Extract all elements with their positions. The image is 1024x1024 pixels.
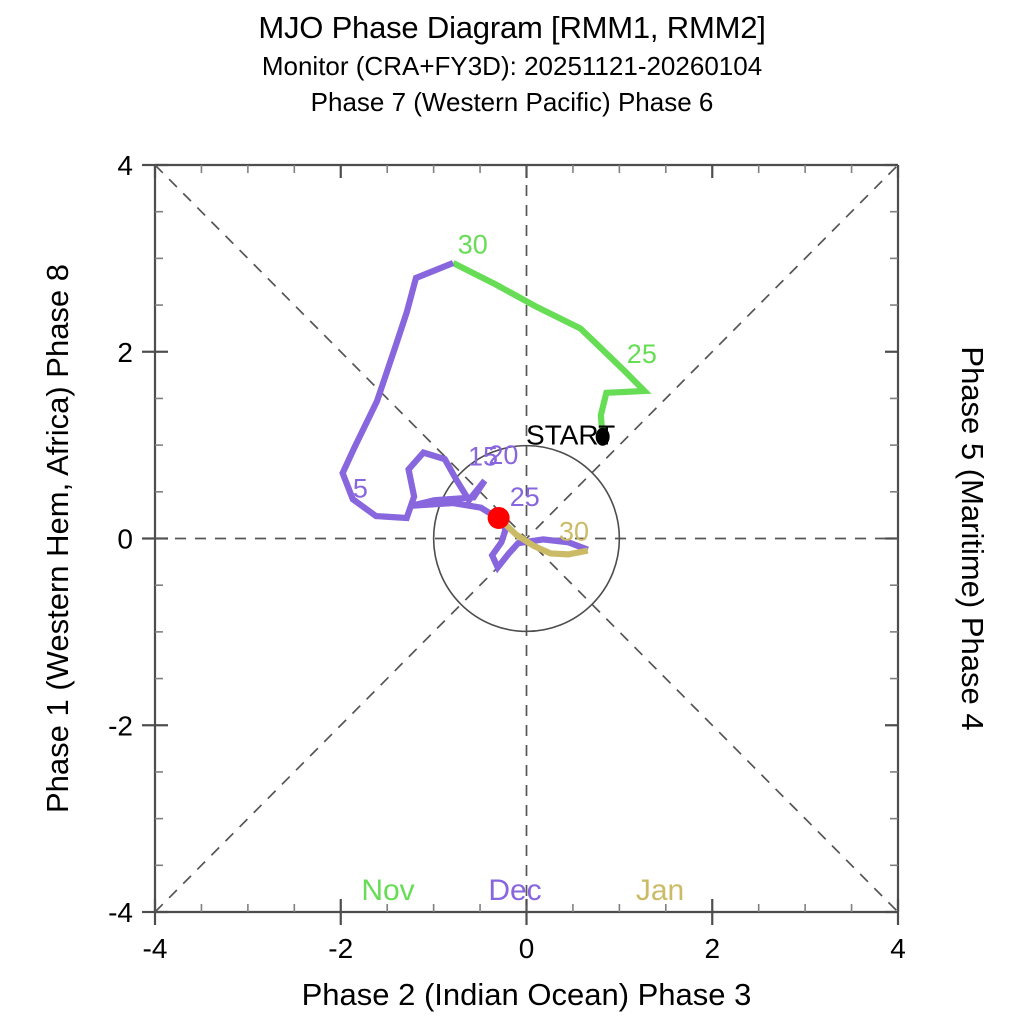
trajectory-jan bbox=[496, 515, 589, 558]
page-title: MJO Phase Diagram [RMM1, RMM2] bbox=[258, 10, 766, 45]
x-tick-label: -4 bbox=[143, 933, 168, 964]
unit-circle bbox=[432, 444, 621, 633]
day-label-30: 30 bbox=[559, 516, 589, 546]
y-tick-label: 2 bbox=[117, 337, 133, 368]
current-position-marker bbox=[487, 506, 510, 529]
subtitle-top-phase-label: Phase 7 (Western Pacific) Phase 6 bbox=[310, 87, 714, 117]
y-axis-title: Phase 1 (Western Hem, Africa) Phase 8 bbox=[40, 264, 75, 813]
subtitle-monitor: Monitor (CRA+FY3D): 20251121-20260104 bbox=[261, 51, 763, 81]
axis-title-layer: Phase 2 (Indian Ocean) Phase 3 Phase 1 (W… bbox=[40, 264, 990, 1012]
legend-label-jan: Jan bbox=[636, 874, 684, 907]
y-tick-label: 4 bbox=[117, 150, 133, 181]
trajectory-dec bbox=[339, 260, 589, 574]
y-tick-label: -4 bbox=[108, 897, 133, 928]
day-label-30: 30 bbox=[458, 230, 488, 260]
x-axis-title: Phase 2 (Indian Ocean) Phase 3 bbox=[302, 977, 752, 1012]
legend-label-nov: Nov bbox=[361, 874, 414, 907]
trajectory-layer bbox=[339, 260, 652, 574]
day-label-5: 5 bbox=[353, 473, 368, 503]
day-label-25: 25 bbox=[627, 339, 657, 369]
x-tick-label: 2 bbox=[704, 933, 720, 964]
legend-label-dec: Dec bbox=[488, 874, 541, 907]
x-tick-label: 4 bbox=[890, 933, 906, 964]
title-block: MJO Phase Diagram [RMM1, RMM2] Monitor (… bbox=[0, 8, 1024, 120]
y-tick-label: -2 bbox=[108, 710, 133, 741]
start-marker bbox=[595, 427, 610, 446]
day-label-25: 25 bbox=[510, 482, 540, 512]
marker-layer bbox=[487, 427, 610, 529]
right-axis-title: Phase 5 (Maritime) Phase 4 bbox=[955, 346, 990, 730]
day-label-15: 15 bbox=[468, 442, 498, 472]
legend-layer: Nov Dec Jan bbox=[361, 874, 684, 907]
y-tick-label: 0 bbox=[117, 524, 133, 555]
tick-label-layer: -4 -4 -2 -2 0 0 2 2 4 4 bbox=[108, 150, 906, 964]
x-tick-label: 0 bbox=[519, 933, 535, 964]
start-label: START bbox=[526, 420, 615, 451]
day-label-20: 20 bbox=[488, 440, 518, 470]
trajectory-nov bbox=[451, 260, 652, 437]
x-tick-label: -2 bbox=[328, 933, 353, 964]
unit-circle-layer bbox=[432, 444, 621, 633]
